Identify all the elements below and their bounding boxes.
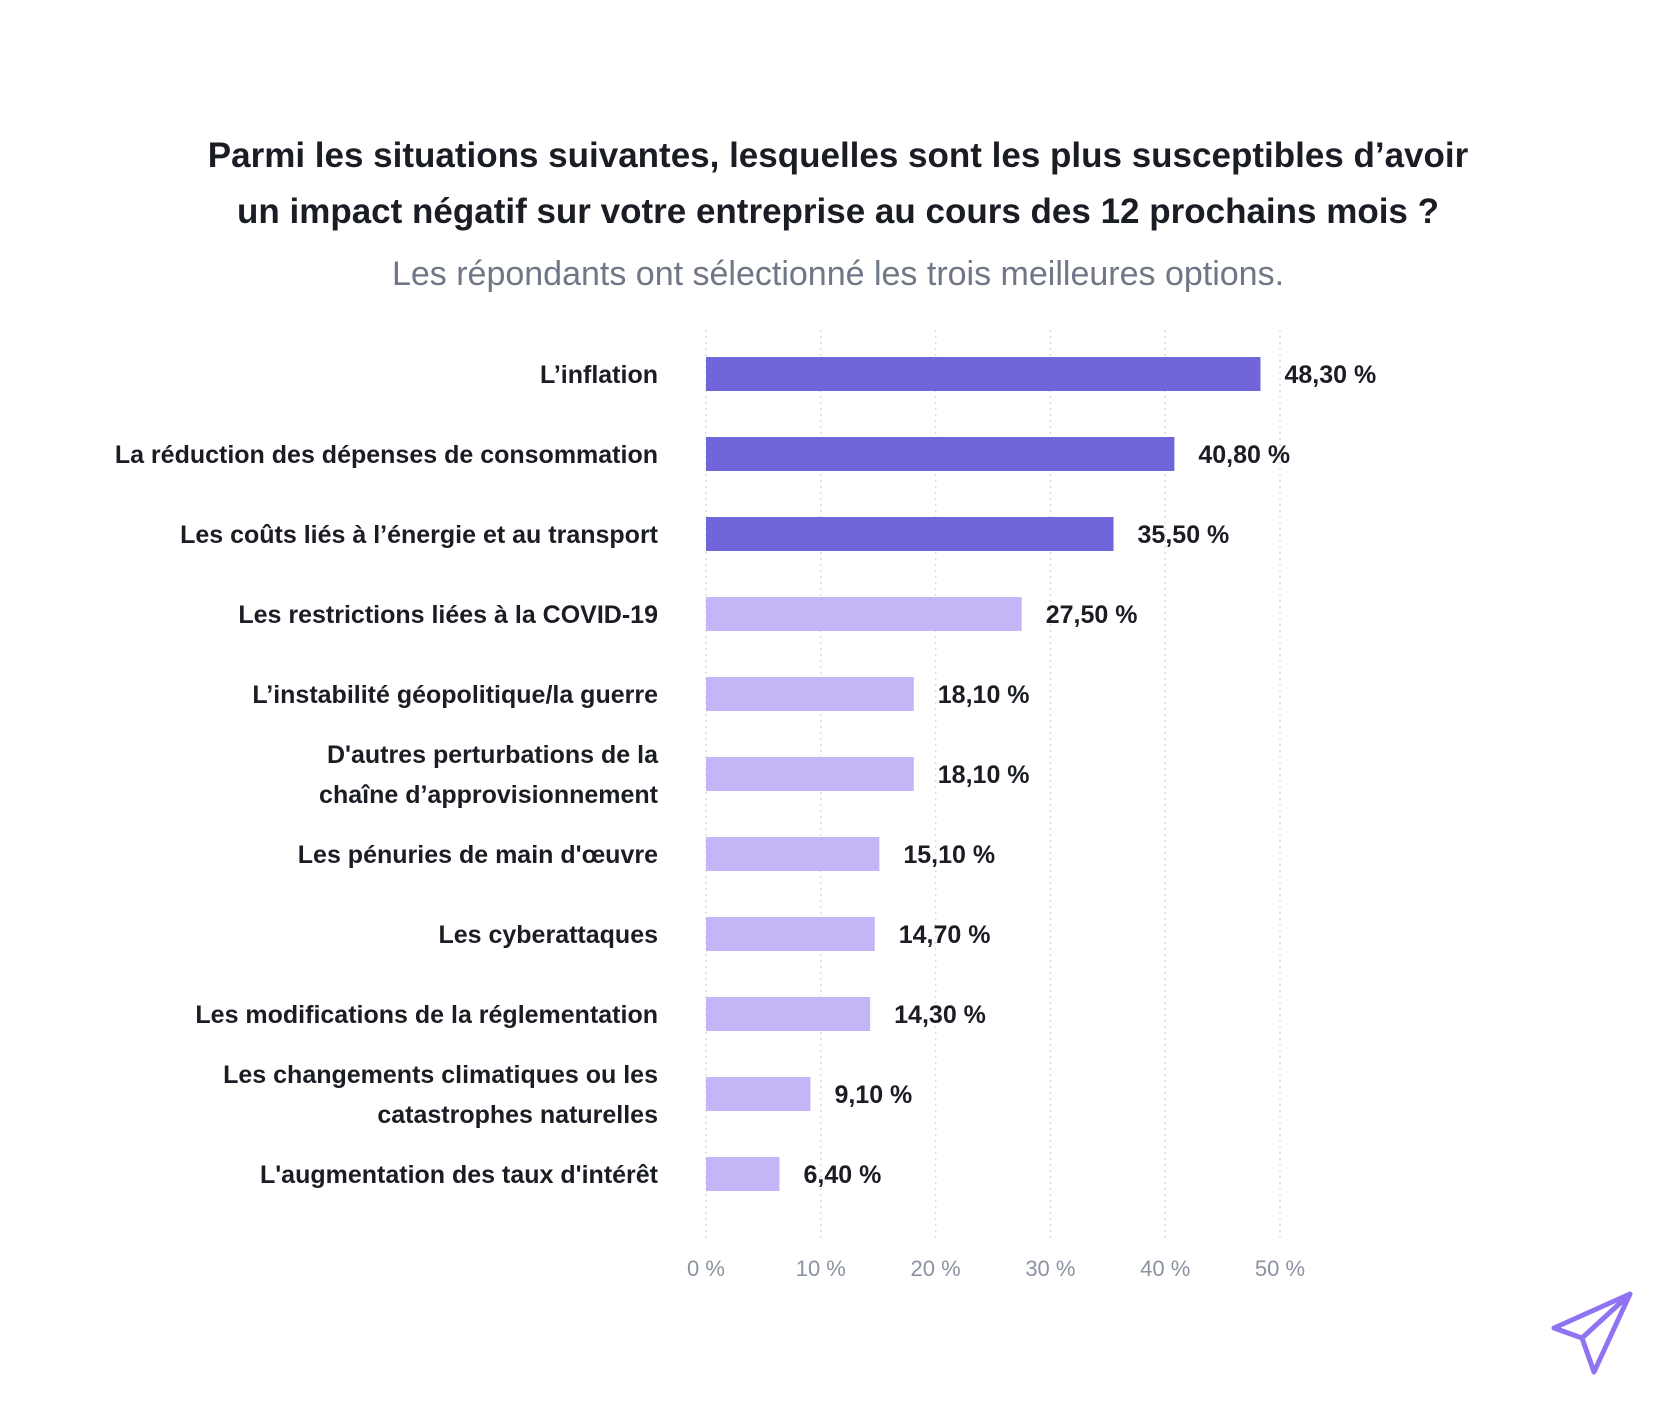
category-label: Les modifications de la réglementation <box>195 1001 658 1029</box>
value-label: 18,10 % <box>938 761 1030 789</box>
bar <box>706 597 1022 631</box>
category-label: catastrophes naturelles <box>377 1101 658 1129</box>
paper-plane-icon <box>1551 1291 1633 1375</box>
value-label: 14,70 % <box>899 921 991 949</box>
tick-label: 30 % <box>1025 1256 1075 1281</box>
bar <box>706 917 875 951</box>
category-label: L’instabilité géopolitique/la guerre <box>252 681 658 709</box>
chart-title: Parmi les situations suivantes, lesquell… <box>100 128 1576 240</box>
category-label: Les pénuries de main d'œuvre <box>298 841 658 869</box>
bar <box>706 357 1261 391</box>
category-label: La réduction des dépenses de consommatio… <box>115 441 658 469</box>
bar <box>706 1157 780 1191</box>
bar <box>706 837 880 871</box>
category-label: L’inflation <box>540 361 658 389</box>
value-label: 9,10 % <box>834 1081 912 1109</box>
tick-label: 0 % <box>687 1256 725 1281</box>
value-label: 40,80 % <box>1198 441 1290 469</box>
category-label: chaîne d’approvisionnement <box>319 781 659 809</box>
bar <box>706 757 914 791</box>
value-label: 35,50 % <box>1138 521 1230 549</box>
tick-label: 20 % <box>911 1256 961 1281</box>
category-label: Les restrictions liées à la COVID-19 <box>238 601 658 629</box>
category-label: Les coûts liés à l’énergie et au transpo… <box>180 521 659 549</box>
x-axis-ticks: 0 % 10 % 20 % 30 % 40 % 50 % <box>687 1256 1305 1281</box>
value-label: 18,10 % <box>938 681 1030 709</box>
bar <box>706 997 871 1031</box>
bar <box>706 517 1114 551</box>
tick-label: 40 % <box>1140 1256 1190 1281</box>
category-label: L'augmentation des taux d'intérêt <box>260 1161 659 1189</box>
value-label: 15,10 % <box>903 841 995 869</box>
chart-title-line-1: Parmi les situations suivantes, lesquell… <box>207 136 1469 175</box>
grid-lines <box>705 330 1281 1238</box>
category-label: Les changements climatiques ou les <box>223 1061 658 1089</box>
value-labels: 48,30 % 40,80 % 35,50 % 27,50 % 18,10 % 18,10… <box>803 361 1376 1189</box>
bar <box>706 1077 811 1111</box>
value-label: 14,30 % <box>894 1001 986 1029</box>
value-label: 27,50 % <box>1046 601 1138 629</box>
bar <box>706 677 914 711</box>
category-label: D'autres perturbations de la <box>327 741 659 769</box>
chart-title-line-2: un impact négatif sur votre entreprise a… <box>237 192 1439 231</box>
bars <box>706 357 1261 1191</box>
tick-label: 50 % <box>1255 1256 1305 1281</box>
paper-plane-icon-shape <box>1551 1291 1633 1375</box>
tick-label: 10 % <box>796 1256 846 1281</box>
chart-subtitle: Les répondants ont sélectionné les trois… <box>391 255 1285 293</box>
category-label: Les cyberattaques <box>438 921 658 949</box>
bar <box>706 437 1175 471</box>
category-labels: L’inflation La réduction des dépenses de … <box>115 361 659 1189</box>
value-label: 6,40 % <box>803 1161 881 1189</box>
value-label: 48,30 % <box>1284 361 1376 389</box>
